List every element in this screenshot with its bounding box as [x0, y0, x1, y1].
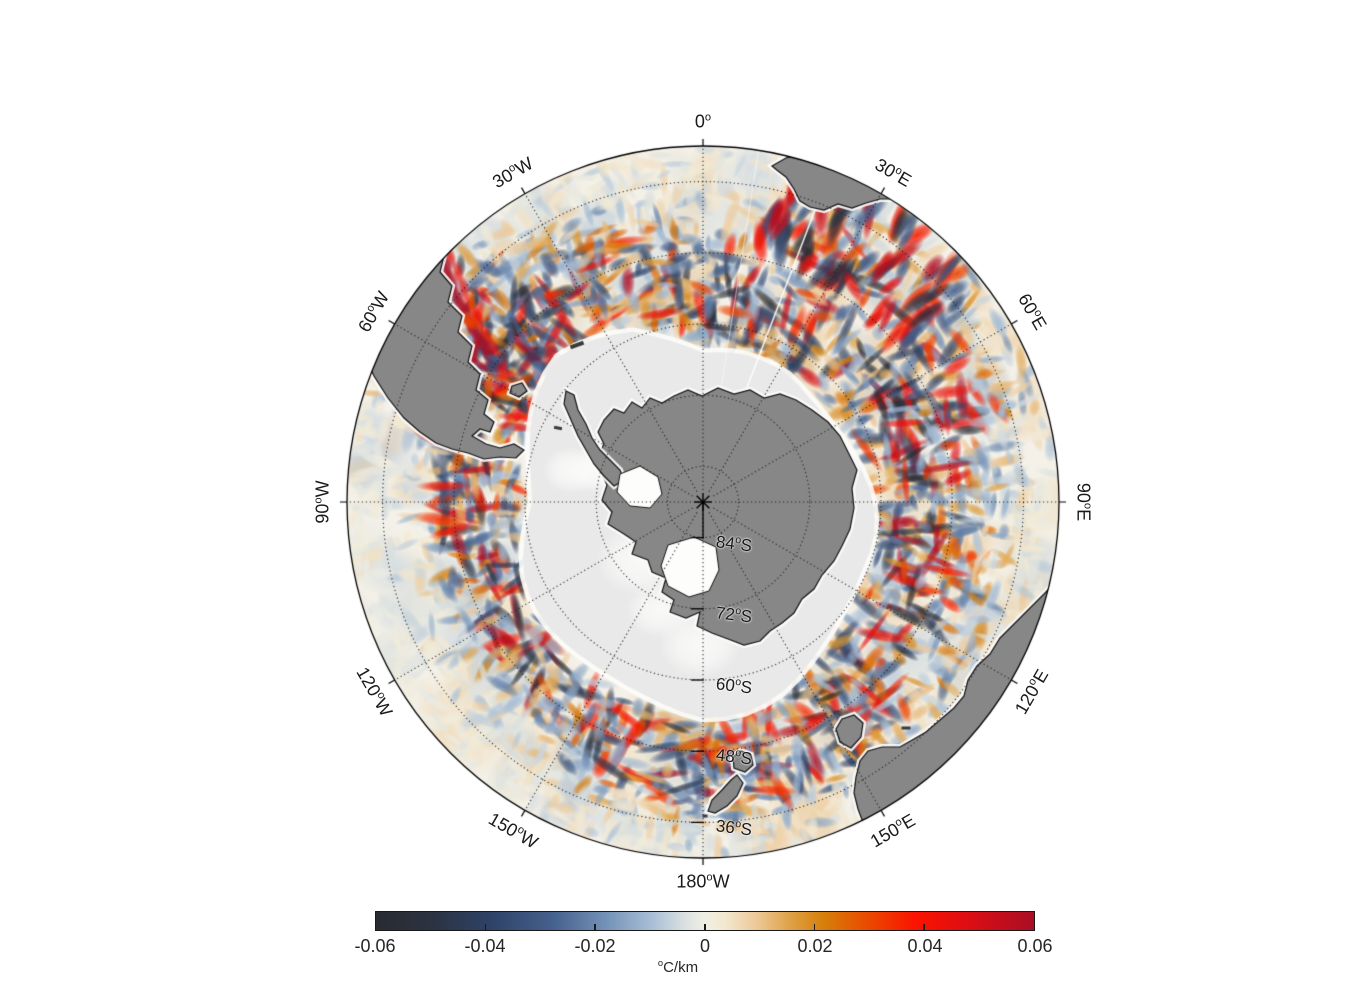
- colorbar-tick-label: 0: [699, 936, 710, 956]
- colorbar-tick-label: -0.06: [354, 936, 396, 956]
- colorbar-gradient: [376, 912, 1034, 930]
- colorbar-tick: [704, 924, 706, 930]
- colorbar-tick: [923, 924, 925, 930]
- colorbar-tick-labels: -0.06 -0.04 -0.02 0 0.02 0.04 0.06: [0, 936, 1356, 958]
- colorbar-tick-label: -0.02: [574, 936, 616, 956]
- colorbar-unit-label: oC/km: [657, 958, 699, 976]
- colorbar-tick-label: 0.04: [907, 936, 943, 956]
- colorbar-tick-label: 0.02: [797, 936, 833, 956]
- colorbar-tick-label: 0.06: [1017, 936, 1053, 956]
- colorbar-tick: [813, 924, 816, 930]
- colorbar-tick: [484, 924, 487, 930]
- colorbar-tick: [594, 924, 596, 930]
- colorbar: [375, 911, 1035, 931]
- colorbar-tick-label: -0.04: [464, 936, 506, 956]
